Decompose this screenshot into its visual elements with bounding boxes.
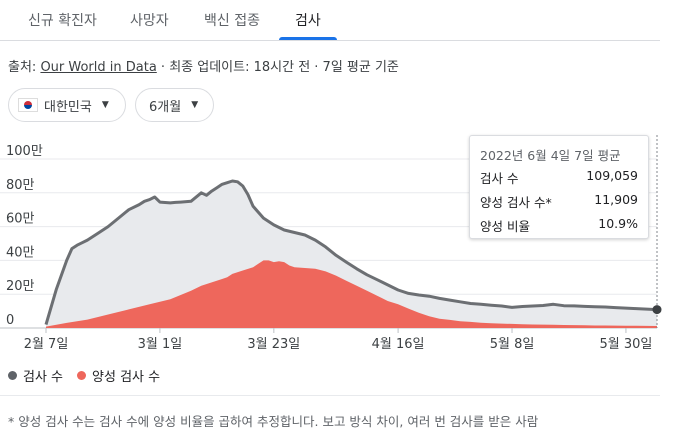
source-line: 출처: Our World in Data · 최종 업데이트: 18시간 전 …	[8, 56, 399, 75]
tab-new-cases[interactable]: 신규 확진자	[28, 13, 97, 29]
positive-area	[46, 260, 657, 328]
tooltip-row-positive: 양성 검사 수* 11,909	[480, 192, 638, 211]
y-tick-label: 20만	[6, 279, 35, 294]
range-label: 6개월	[149, 99, 182, 115]
tab-tests[interactable]: 검사	[295, 13, 321, 29]
y-tick-label: 80만	[6, 178, 35, 193]
y-axis-labels: 0 20만 40만 60만 80만 100만	[6, 144, 43, 328]
caret-down-icon: ▼	[191, 100, 199, 110]
tooltip-row-tests: 검사 수 109,059	[480, 168, 638, 187]
tooltip-label: 검사 수	[480, 171, 519, 186]
tooltip-label: 양성 검사 수*	[480, 195, 552, 210]
chart-legend: 검사 수 양성 검사 수	[8, 366, 174, 385]
x-tick-label: 2월 7일	[24, 337, 69, 352]
y-tick-label: 60만	[6, 212, 35, 227]
caret-down-icon: ▼	[101, 100, 109, 110]
x-axis-labels: 2월 7일 3월 1일 3월 23일 4월 16일 5월 8일 5월 30일	[24, 328, 652, 352]
tooltip: 2022년 6월 4일 7일 평균 검사 수 109,059 양성 검사 수* …	[469, 135, 649, 239]
tab-vaccinations[interactable]: 백신 접종	[204, 13, 260, 29]
korea-flag-icon	[18, 98, 38, 112]
legend-tests-label: 검사 수	[23, 370, 64, 385]
y-tick-label: 100만	[6, 144, 43, 159]
legend-positive: 양성 검사 수	[77, 366, 160, 385]
tooltip-value: 109,059	[586, 168, 638, 183]
x-tick-label: 3월 23일	[247, 337, 300, 352]
x-tick-label: 5월 8일	[490, 337, 535, 352]
source-suffix: · 최종 업데이트: 18시간 전 · 7일 평균 기준	[156, 60, 399, 75]
tooltip-row-rate: 양성 비율 10.9%	[480, 216, 638, 235]
legend-positive-dot	[77, 371, 87, 380]
x-tick-label: 5월 30일	[599, 337, 652, 352]
divider	[0, 395, 660, 396]
tooltip-label: 양성 비율	[480, 219, 530, 234]
tooltip-title: 2022년 6월 4일 7일 평균	[480, 148, 621, 163]
tab-deaths[interactable]: 사망자	[130, 13, 169, 29]
legend-tests: 검사 수	[8, 366, 63, 385]
legend-positive-label: 양성 검사 수	[92, 370, 161, 385]
y-tick-label: 0	[6, 313, 14, 328]
y-tick-label: 40만	[6, 245, 35, 260]
tooltip-value: 11,909	[594, 192, 638, 207]
hover-point	[652, 305, 662, 315]
country-label: 대한민국	[44, 99, 92, 115]
range-dropdown[interactable]: 6개월 ▼	[135, 88, 214, 122]
x-tick-label: 4월 16일	[372, 337, 425, 352]
country-dropdown[interactable]: 대한민국 ▼	[8, 88, 126, 122]
tab-bar: 신규 확진자 사망자 백신 접종 검사	[0, 0, 660, 41]
source-link[interactable]: Our World in Data	[40, 60, 157, 75]
x-tick-label: 3월 1일	[138, 337, 183, 352]
source-prefix: 출처:	[8, 60, 41, 75]
active-tab-indicator	[279, 37, 337, 40]
tooltip-value: 10.9%	[598, 216, 638, 231]
tests-line	[44, 179, 658, 326]
tests-chart[interactable]: 0 20만 40만 60만 80만 100만 2월 7일 3월 1일 3월 23일 4월 16일…	[0, 135, 685, 360]
footnote: * 양성 검사 수는 검사 수에 양성 비율을 곱하여 추정합니다. 보고 방식…	[8, 414, 539, 429]
legend-tests-dot	[8, 371, 17, 380]
